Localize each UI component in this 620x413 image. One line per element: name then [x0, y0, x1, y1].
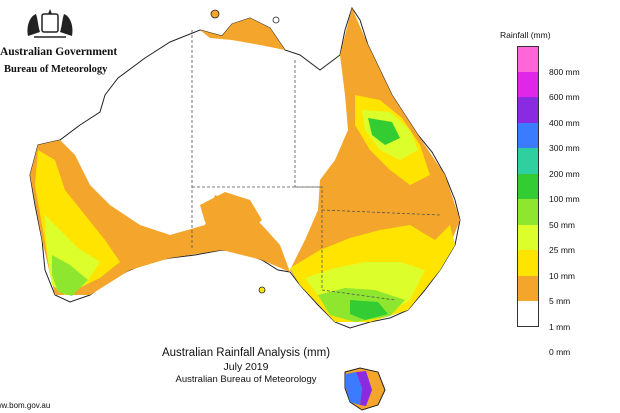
- agency-name: Australian Government: [0, 46, 118, 58]
- kangaroo-island: [258, 286, 266, 294]
- legend-row: 10 mm: [517, 250, 617, 281]
- legend-row: 200 mm: [517, 148, 617, 179]
- rain-band-100mm: [368, 118, 400, 145]
- legend-swatch: [517, 97, 539, 123]
- legend-swatch: [517, 224, 539, 250]
- legend-row: 0 mm: [517, 327, 617, 357]
- legend-row: 300 mm: [517, 122, 617, 153]
- legend-swatch: [517, 199, 539, 225]
- map-period: July 2019: [223, 361, 269, 373]
- melville-island: [210, 9, 220, 19]
- legend-row: 5 mm: [517, 275, 617, 306]
- legend-row: 1 mm: [517, 301, 617, 332]
- legend-row: 100 mm: [517, 173, 617, 204]
- legend-label: 600 mm: [549, 92, 580, 102]
- legend-row: 50 mm: [517, 199, 617, 230]
- legend-swatch: [517, 301, 539, 327]
- legend: 800 mm 600 mm 400 mm 300 mm 200 mm 100 mm 50 m…: [517, 46, 617, 357]
- legend-label: 400 mm: [549, 117, 580, 128]
- rain-band-5mm-north: [200, 18, 285, 50]
- legend-label: 300 mm: [549, 143, 580, 153]
- border-nsw-vic: [321, 289, 396, 301]
- legend-label: 50 mm: [549, 219, 575, 230]
- legend-swatch: [517, 275, 539, 301]
- legend-label: 800 mm: [549, 66, 580, 77]
- legend-swatch: [517, 173, 539, 199]
- legend-label: 25 mm: [549, 245, 575, 255]
- tasmania-mid-band: [356, 371, 372, 406]
- legend-label: 0 mm: [549, 347, 571, 357]
- legend-swatch: [517, 148, 539, 174]
- legend-swatch: [517, 122, 539, 148]
- government-logo: Australian Government Bureau of Meteorol…: [0, 4, 117, 76]
- legend-row: 600 mm: [517, 71, 617, 102]
- legend-swatch: [517, 46, 539, 72]
- map-title-block: Australian Rainfall Analysis (mm) July 2…: [96, 346, 396, 386]
- legend-swatch: [517, 250, 539, 276]
- legend-title: Rainfall (mm): [500, 30, 551, 40]
- legend-label: 1 mm: [549, 321, 571, 332]
- website-link[interactable]: www.bom.gov.au: [0, 401, 51, 410]
- legend-label: 10 mm: [549, 270, 575, 281]
- rain-band-50mm-sw: [52, 255, 88, 296]
- agency-subname: Bureau of Meteorology: [4, 64, 108, 75]
- groote-eylandt: [272, 16, 280, 24]
- tasmania-west-band: [346, 372, 362, 405]
- legend-row: 25 mm: [517, 224, 617, 255]
- map-title: Australian Rainfall Analysis (mm): [161, 347, 331, 359]
- map-source: Australian Bureau of Meteorology: [175, 374, 317, 385]
- legend-label: 5 mm: [549, 296, 571, 306]
- legend-swatch: [517, 71, 539, 97]
- legend-label: 100 mm: [549, 194, 580, 204]
- rain-band-100mm-vic: [350, 300, 388, 320]
- legend-row: 400 mm: [517, 97, 617, 128]
- legend-label: 200 mm: [549, 168, 580, 179]
- border-sa-qld: [295, 186, 323, 210]
- rain-band-5mm-center: [200, 192, 262, 235]
- state-borders: [191, 30, 441, 301]
- coat-of-arms-icon: [27, 9, 73, 38]
- legend-row: 800 mm: [517, 46, 617, 77]
